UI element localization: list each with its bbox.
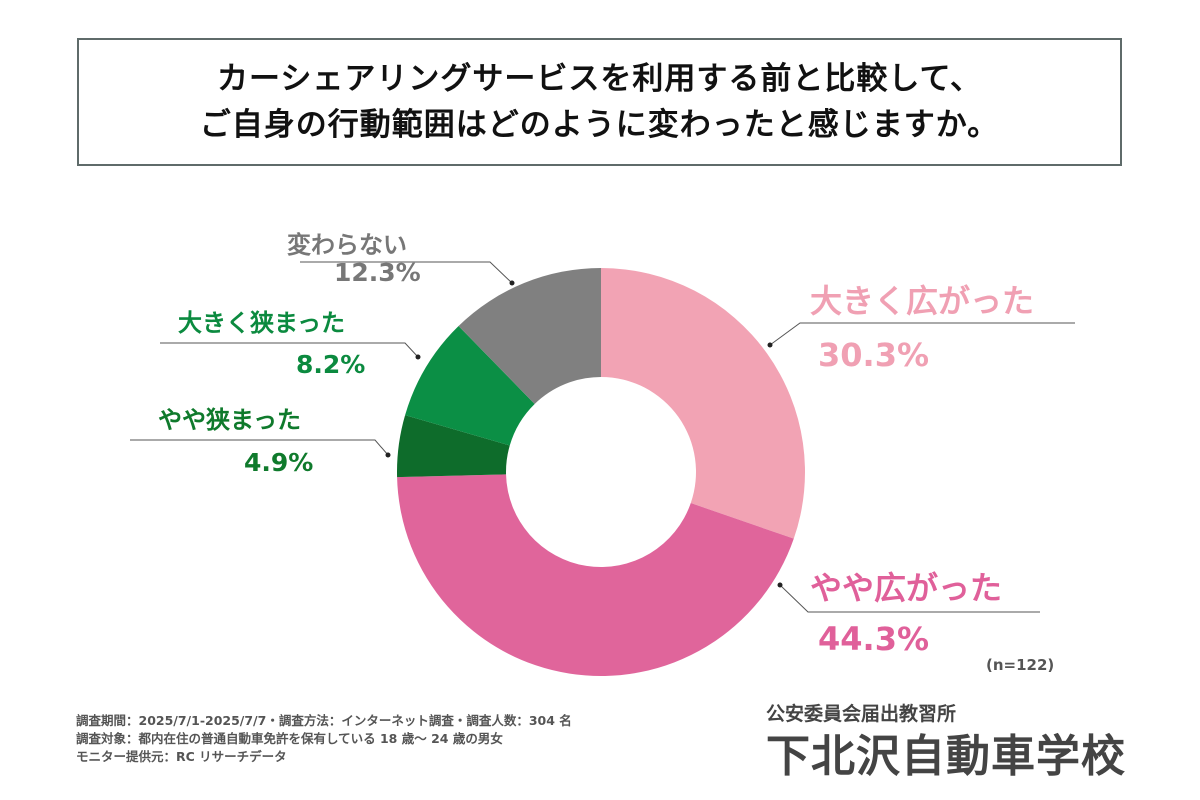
leader-dot-3 — [415, 354, 421, 360]
label-1: やや広がった — [810, 569, 1003, 607]
value-2: 4.9% — [244, 448, 314, 477]
chart-title: カーシェアリングサービスを利用する前と比較して、 ご自身の行動範囲はどのように変… — [77, 38, 1122, 166]
leader-line-3 — [160, 342, 419, 358]
brand-subtitle: 公安委員会届出教習所 — [766, 703, 957, 725]
survey-notes: 調査期間：2025/7/1-2025/7/7・調査方法：インターネット調査・調査… — [76, 712, 572, 766]
donut-slice-2 — [397, 415, 510, 478]
value-3: 8.2% — [296, 350, 366, 379]
footer-line-1: 調査期間：2025/7/1-2025/7/7・調査方法：インターネット調査・調査… — [76, 713, 572, 728]
leader-line-4 — [300, 261, 513, 284]
leader-line-1 — [779, 584, 1040, 613]
leader-dot-4 — [509, 280, 515, 286]
label-2: やや狭まった — [158, 406, 302, 434]
value-0: 30.3% — [818, 336, 930, 374]
brand-name: 下北沢自動車学校 — [766, 731, 1126, 782]
label-4: 変わらない — [287, 231, 407, 259]
donut-slice-0 — [601, 268, 805, 539]
sample-size: (n=122) — [986, 656, 1055, 674]
label-0: 大きく広がった — [810, 282, 1035, 320]
value-4: 12.3% — [334, 258, 421, 287]
leader-dot-0 — [767, 342, 773, 348]
footer-line-3: モニター提供元：RC リサーチデータ — [76, 749, 287, 764]
value-1: 44.3% — [818, 620, 930, 658]
title-line-2: ご自身の行動範囲はどのように変わったと感じますか。 — [199, 107, 1000, 143]
leader-line-2 — [130, 439, 389, 456]
leader-dot-2 — [385, 452, 391, 458]
leader-dot-1 — [777, 582, 783, 588]
donut-slice-4 — [458, 268, 601, 404]
leader-line-0 — [769, 322, 1075, 346]
leader-lines — [130, 261, 1075, 613]
donut-slice-3 — [405, 325, 535, 446]
label-3: 大きく狭まった — [178, 309, 346, 337]
donut-slice-1 — [397, 474, 794, 677]
footer-line-2: 調査対象：都内在住の普通自動車免許を保有している 18 歳～ 24 歳の男女 — [76, 731, 503, 746]
title-line-1: カーシェアリングサービスを利用する前と比較して、 — [217, 61, 982, 97]
